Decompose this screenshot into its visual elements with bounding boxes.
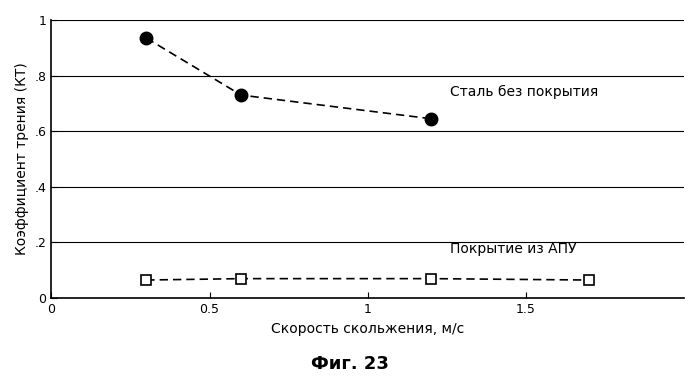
Y-axis label: Коэффициент трения (КТ): Коэффициент трения (КТ)	[15, 63, 29, 255]
X-axis label: Скорость скольжения, м/с: Скорость скольжения, м/с	[271, 322, 464, 336]
Text: Покрытие из АПУ: Покрытие из АПУ	[450, 242, 577, 256]
Text: Сталь без покрытия: Сталь без покрытия	[450, 85, 598, 99]
Text: Фиг. 23: Фиг. 23	[310, 355, 389, 373]
